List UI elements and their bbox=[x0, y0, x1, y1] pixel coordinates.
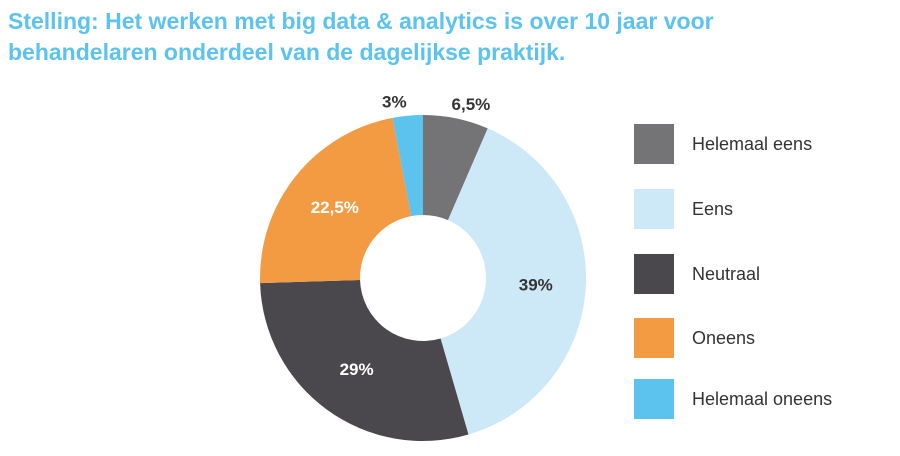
legend-swatch-eens bbox=[634, 189, 674, 229]
slice-oneens bbox=[260, 117, 412, 284]
legend-item-helemaal-oneens: Helemaal oneens bbox=[634, 379, 894, 419]
legend-swatch-helemaal-eens bbox=[634, 124, 674, 164]
legend-item-helemaal-eens: Helemaal eens bbox=[634, 124, 894, 164]
slice-eens bbox=[440, 128, 586, 435]
legend-label-eens: Eens bbox=[692, 199, 734, 219]
slice-helemaal-eens bbox=[423, 115, 488, 221]
legend-label-helemaal-eens: Helemaal eens bbox=[692, 134, 813, 154]
donut-slices bbox=[260, 115, 586, 441]
data-label-eens: 39% bbox=[519, 276, 553, 295]
chart-title: Stelling: Het werken met big data & anal… bbox=[8, 6, 888, 68]
data-label-helemaal-oneens: 3% bbox=[382, 92, 407, 111]
donut-labels: 6,5% 39% 29% 22,5% 3% bbox=[311, 92, 553, 379]
legend-item-neutraal: Neutraal bbox=[634, 254, 894, 294]
data-label-neutraal: 29% bbox=[340, 360, 374, 379]
legend-item-eens: Eens bbox=[634, 189, 894, 229]
legend-item-oneens: Oneens bbox=[634, 318, 894, 358]
legend-label-oneens: Oneens bbox=[692, 328, 756, 348]
legend-label-neutraal: Neutraal bbox=[692, 264, 761, 284]
data-label-helemaal-eens: 6,5% bbox=[452, 95, 491, 114]
legend-swatch-helemaal-oneens bbox=[634, 379, 674, 419]
legend-swatch-neutraal bbox=[634, 254, 674, 294]
legend-label-helemaal-oneens: Helemaal oneens bbox=[692, 389, 833, 409]
slice-helemaal-oneens bbox=[392, 115, 423, 217]
legend-swatch-oneens bbox=[634, 318, 674, 358]
chart-title-line-1: Stelling: Het werken met big data & anal… bbox=[8, 8, 714, 34]
chart-title-line-2: behandelaren onderdeel van de dagelijkse… bbox=[8, 39, 566, 65]
slice-neutraal bbox=[260, 279, 469, 441]
data-label-oneens: 22,5% bbox=[311, 198, 359, 217]
